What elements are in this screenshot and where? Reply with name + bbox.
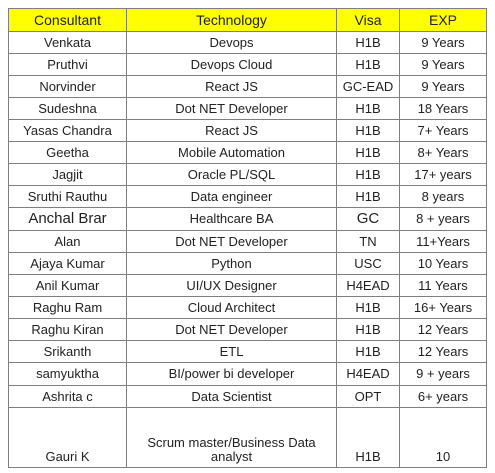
technology-cell: Data engineer [126,185,337,208]
column-header-consultant: Consultant [8,8,127,32]
technology-cell: React JS [126,75,337,98]
technology-cell: Dot NET Developer [126,230,337,253]
table-row: Geetha Mobile Automation H1B 8+ Years [8,141,487,164]
table-row: Srikanth ETL H1B 12 Years [8,340,487,363]
exp-cell: 8 + years [399,207,487,231]
technology-cell: ETL [126,340,337,363]
table-row: Ashrita c Data Scientist OPT 6+ years [8,385,487,408]
consultant-cell: Alan [8,230,127,253]
exp-cell: 10 [399,407,487,468]
consultant-cell: samyuktha [8,362,127,386]
table-row: Sudeshna Dot NET Developer H1B 18 Years [8,97,487,120]
visa-cell: H4EAD [336,362,400,386]
technology-cell: Healthcare BA [126,207,337,231]
consultant-cell: Ajaya Kumar [8,252,127,275]
technology-cell: Devops Cloud [126,53,337,76]
exp-cell: 12 Years [399,340,487,363]
visa-cell: OPT [336,385,400,408]
consultant-cell: Raghu Ram [8,296,127,319]
consultants-table: Consultant Technology Visa EXP Venkata D… [8,8,487,468]
exp-cell: 8 years [399,185,487,208]
consultant-cell: Ashrita c [8,385,127,408]
consultant-cell: Gauri K [8,407,127,468]
visa-cell: GC [336,207,400,231]
visa-cell: H1B [336,163,400,186]
exp-cell: 11+Years [399,230,487,253]
column-header-visa: Visa [336,8,400,32]
technology-cell: Oracle PL/SQL [126,163,337,186]
technology-cell: Scrum master/Business Data analyst [126,407,337,468]
exp-cell: 10 Years [399,252,487,275]
exp-cell: 6+ years [399,385,487,408]
consultant-cell: Raghu Kiran [8,318,127,341]
exp-cell: 16+ Years [399,296,487,319]
consultant-cell: Yasas Chandra [8,119,127,142]
exp-cell: 7+ Years [399,119,487,142]
table-row: Raghu Ram Cloud Architect H1B 16+ Years [8,296,487,319]
table-row: Norvinder React JS GC-EAD 9 Years [8,75,487,98]
visa-cell: GC-EAD [336,75,400,98]
consultant-cell: Srikanth [8,340,127,363]
technology-cell: Cloud Architect [126,296,337,319]
exp-cell: 9 Years [399,75,487,98]
visa-cell: H1B [336,119,400,142]
visa-cell: H1B [336,97,400,120]
header-row: Consultant Technology Visa EXP [8,8,487,32]
visa-cell: H1B [336,31,400,54]
technology-cell: React JS [126,119,337,142]
table-row: Jagjit Oracle PL/SQL H1B 17+ years [8,163,487,186]
exp-cell: 8+ Years [399,141,487,164]
exp-cell: 9 Years [399,31,487,54]
consultant-cell: Venkata [8,31,127,54]
column-header-exp: EXP [399,8,487,32]
consultant-cell: Anchal Brar [8,207,127,231]
consultant-cell: Pruthvi [8,53,127,76]
table-row: Ajaya Kumar Python USC 10 Years [8,252,487,275]
visa-cell: H1B [336,185,400,208]
technology-cell: Dot NET Developer [126,97,337,120]
table-row: Sruthi Rauthu Data engineer H1B 8 years [8,185,487,208]
consultant-cell: Anil Kumar [8,274,127,297]
technology-cell: Python [126,252,337,275]
table-row: samyuktha BI/power bi developer H4EAD 9 … [8,362,487,386]
table-row: Anchal Brar Healthcare BA GC 8 + years [8,207,487,231]
exp-cell: 17+ years [399,163,487,186]
technology-cell: BI/power bi developer [126,362,337,386]
technology-cell: Data Scientist [126,385,337,408]
visa-cell: H1B [336,296,400,319]
consultant-cell: Jagjit [8,163,127,186]
table-row: Venkata Devops H1B 9 Years [8,31,487,54]
column-header-technology: Technology [126,8,337,32]
consultant-cell: Sudeshna [8,97,127,120]
technology-cell: UI/UX Designer [126,274,337,297]
exp-cell: 11 Years [399,274,487,297]
consultant-cell: Geetha [8,141,127,164]
technology-cell: Devops [126,31,337,54]
visa-cell: H1B [336,141,400,164]
consultant-cell: Norvinder [8,75,127,98]
table-row: Yasas Chandra React JS H1B 7+ Years [8,119,487,142]
visa-cell: USC [336,252,400,275]
technology-cell: Mobile Automation [126,141,337,164]
table-row: Anil Kumar UI/UX Designer H4EAD 11 Years [8,274,487,297]
visa-cell: H1B [336,53,400,76]
visa-cell: H1B [336,407,400,468]
exp-cell: 9 + years [399,362,487,386]
exp-cell: 12 Years [399,318,487,341]
visa-cell: H1B [336,340,400,363]
technology-cell: Dot NET Developer [126,318,337,341]
table-row: Pruthvi Devops Cloud H1B 9 Years [8,53,487,76]
exp-cell: 18 Years [399,97,487,120]
consultant-cell: Sruthi Rauthu [8,185,127,208]
table-row: Alan Dot NET Developer TN 11+Years [8,230,487,253]
exp-cell: 9 Years [399,53,487,76]
visa-cell: TN [336,230,400,253]
visa-cell: H1B [336,318,400,341]
visa-cell: H4EAD [336,274,400,297]
table-row: Raghu Kiran Dot NET Developer H1B 12 Yea… [8,318,487,341]
table-row: Gauri K Scrum master/Business Data analy… [8,407,487,468]
